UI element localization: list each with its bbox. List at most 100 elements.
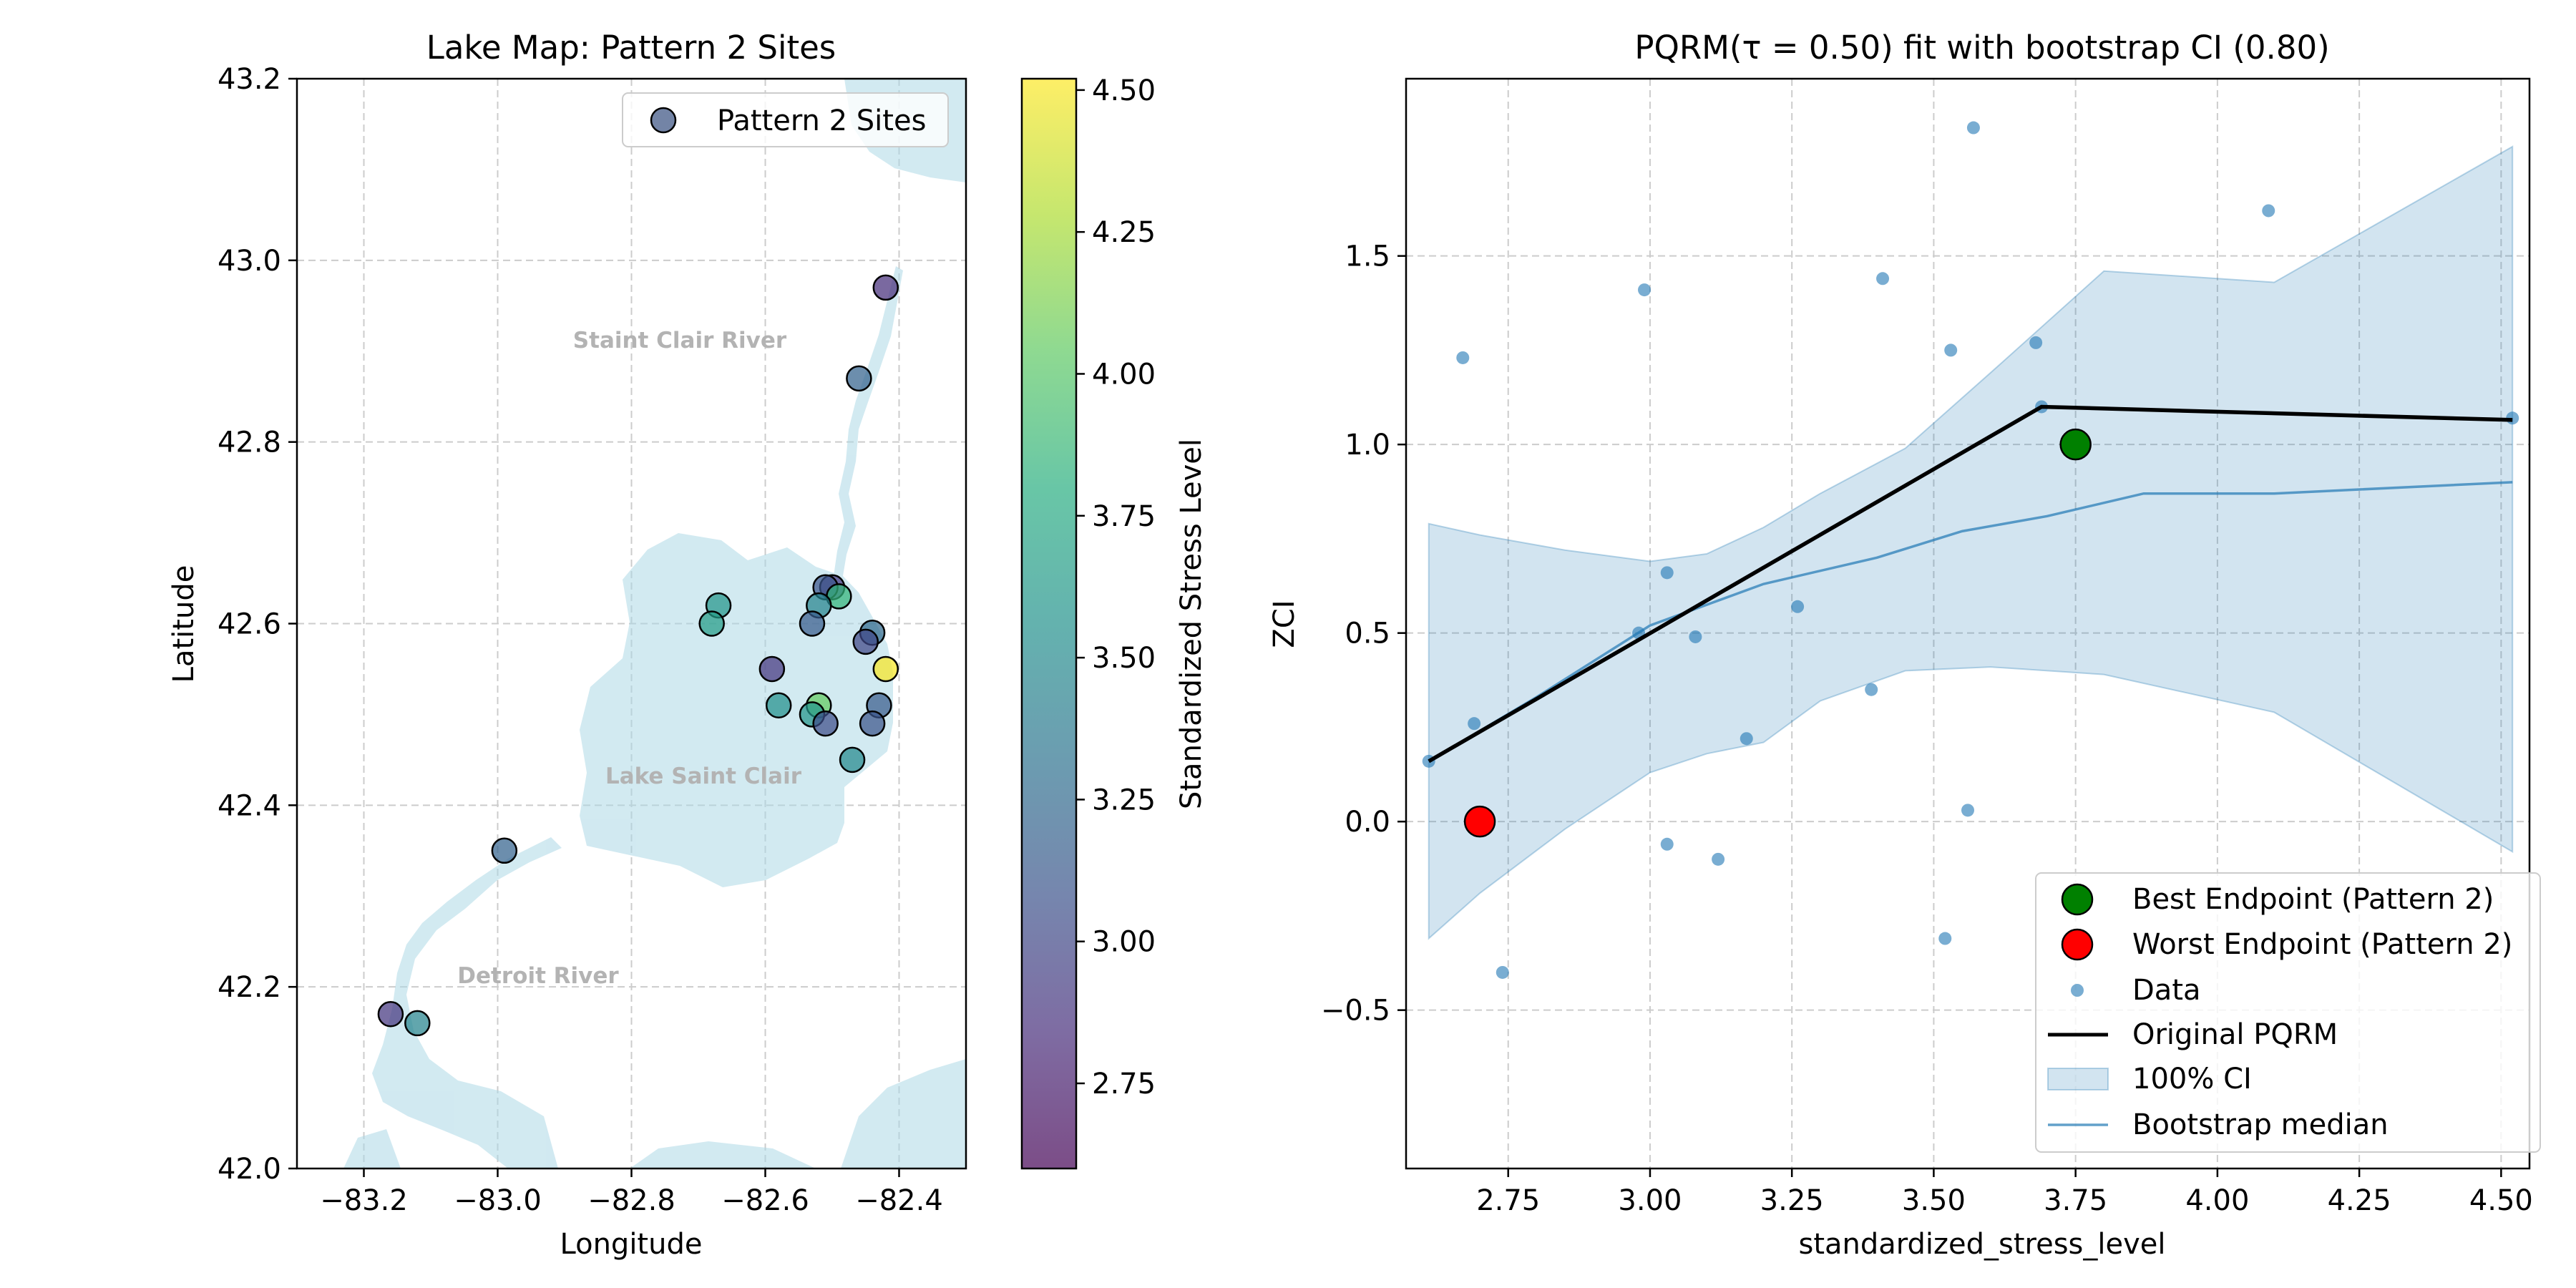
- legend-label-best: Best Endpoint (Pattern 2): [2132, 883, 2494, 916]
- fit-x-tick-label: 3.75: [2044, 1184, 2107, 1217]
- colorbar-ticks: 2.75 3.00 3.25 3.50 3.75 4.00 4.25 4.50: [1076, 74, 1156, 1101]
- site-point: [859, 710, 886, 737]
- site-point: [491, 837, 518, 864]
- site-point: [872, 655, 899, 683]
- map-y-tick-label: 42.0: [218, 1153, 281, 1186]
- map-x-tick-label: −83.0: [454, 1184, 542, 1217]
- colorbar-tick-label: 3.00: [1092, 926, 1156, 959]
- legend-label-data: Data: [2132, 974, 2201, 1007]
- fit-x-ticks: 2.75 3.00 3.25 3.50 3.75 4.00 4.25 4.50: [1476, 1169, 2533, 1217]
- colorbar-tick-label: 3.25: [1092, 784, 1156, 816]
- upper-river-channel: [834, 266, 903, 576]
- fit-title: PQRM(τ = 0.50) fit with bootstrap CI (0.…: [1634, 29, 2329, 67]
- colorbar-tick-label: 4.50: [1092, 74, 1156, 107]
- colorbar-frame: [1020, 77, 1078, 1170]
- fit-y-tick-label: 1.5: [1345, 240, 1390, 273]
- data-point: [1865, 683, 1878, 696]
- fit-x-axis-label: standardized_stress_level: [1798, 1228, 2165, 1261]
- fit-y-tick-label: 1.0: [1345, 429, 1390, 462]
- map-x-tick-label: −82.4: [855, 1184, 943, 1217]
- site-point: [404, 1010, 431, 1037]
- fit-x-tick-label: 4.50: [2469, 1184, 2533, 1217]
- map-legend-label: Pattern 2 Sites: [717, 104, 926, 137]
- fit-y-ticks: −0.5 0.0 0.5 1.0 1.5: [1321, 240, 1406, 1028]
- colorbar-label: Standardized Stress Level: [1175, 439, 1208, 809]
- fit-series: [1422, 121, 2519, 979]
- data-point: [1689, 630, 1702, 643]
- map-x-tick-label: −82.8: [587, 1184, 675, 1217]
- fit-x-tick-label: 3.00: [1618, 1184, 1682, 1217]
- fit-y-tick-label: −0.5: [1321, 995, 1390, 1028]
- data-point: [1638, 283, 1652, 297]
- map-y-tick-label: 42.6: [218, 608, 281, 641]
- fit-y-tick-label: 0.5: [1345, 618, 1390, 650]
- fit-x-tick-label: 4.25: [2328, 1184, 2391, 1217]
- colorbar-tick-label: 4.25: [1092, 216, 1156, 249]
- site-point: [377, 1000, 404, 1028]
- map-x-ticks: −83.2 −83.0 −82.8 −82.6 −82.4: [320, 1169, 943, 1217]
- map-title: Lake Map: Pattern 2 Sites: [426, 29, 836, 67]
- fit-x-tick-label: 3.25: [1760, 1184, 1824, 1217]
- map-y-tick-label: 43.0: [218, 245, 281, 278]
- map-y-ticks: 42.0 42.2 42.4 42.6 42.8 43.0 43.2: [218, 63, 297, 1186]
- map-y-axis-label: Latitude: [167, 565, 200, 683]
- map-annotation-detroit-river: Detroit River: [457, 963, 619, 989]
- fit-y-axis-label: ZCI: [1268, 600, 1301, 648]
- map-x-axis-label: Longitude: [560, 1228, 703, 1261]
- legend-marker-ci: [2047, 1068, 2109, 1091]
- legend-label-original-pqrm: Original PQRM: [2132, 1018, 2338, 1051]
- colorbar: 2.75 3.00 3.25 3.50 3.75 4.00 4.25 4.50 Standar…: [1020, 74, 1208, 1170]
- site-point: [758, 655, 786, 683]
- site-point: [765, 692, 792, 718]
- map-y-tick-label: 42.2: [218, 971, 281, 1004]
- data-point: [1456, 351, 1470, 364]
- site-point: [852, 628, 879, 655]
- bootstrap-median-line: [1428, 481, 2513, 763]
- fit-legend: Best Endpoint (Pattern 2) Worst Endpoint…: [2035, 872, 2541, 1153]
- legend-label-worst: Worst Endpoint (Pattern 2): [2132, 928, 2512, 961]
- data-point: [1961, 804, 1974, 817]
- map-annotation-lake-st-clair: Lake Saint Clair: [605, 763, 802, 789]
- data-point: [2262, 204, 2275, 218]
- fit-frame: [1405, 77, 2531, 1170]
- best-endpoint-point: [2059, 428, 2092, 461]
- legend-marker-worst: [2061, 928, 2094, 961]
- data-point: [1740, 732, 1753, 746]
- data-point: [1944, 343, 1958, 357]
- fit-legend-box: [2035, 872, 2541, 1153]
- original-pqrm-line: [1428, 404, 2513, 763]
- detroit-river-channel: [372, 837, 562, 1169]
- southeast-water-shape: [841, 1059, 966, 1169]
- site-point: [846, 365, 872, 392]
- map-y-tick-label: 42.8: [218, 426, 281, 459]
- site-point: [839, 746, 866, 774]
- data-point: [1938, 932, 1952, 945]
- data-point: [1712, 852, 1725, 866]
- colorbar-gradient: [1022, 79, 1076, 1169]
- data-point: [2029, 336, 2043, 349]
- map-site-points: [377, 274, 899, 1037]
- data-point: [1496, 965, 1509, 979]
- legend-label-bootstrap-median: Bootstrap median: [2132, 1108, 2389, 1141]
- colorbar-tick-label: 2.75: [1092, 1068, 1156, 1101]
- colorbar-tick-label: 3.50: [1092, 642, 1156, 675]
- fit-x-tick-label: 2.75: [1476, 1184, 1540, 1217]
- fit-x-tick-label: 3.50: [1902, 1184, 1966, 1217]
- map-legend: Pattern 2 Sites: [622, 92, 949, 147]
- map-x-tick-label: −83.2: [320, 1184, 408, 1217]
- map-panel: Lake Map: Pattern 2 Sites Staint Clair R…: [167, 29, 1208, 1261]
- data-point: [1660, 837, 1674, 851]
- legend-marker-data: [2071, 984, 2084, 997]
- colorbar-tick-label: 3.75: [1092, 500, 1156, 533]
- ci-band: [1428, 145, 2514, 940]
- fit-panel: PQRM(τ = 0.50) fit with bootstrap CI (0.…: [1268, 29, 2541, 1261]
- map-y-tick-label: 42.4: [218, 789, 281, 822]
- southwest-water-shape: [343, 1129, 401, 1169]
- data-point: [1791, 600, 1805, 613]
- map-annotation-st-clair-river: Staint Clair River: [573, 328, 787, 353]
- map-y-tick-label: 43.2: [218, 63, 281, 96]
- data-point: [1876, 272, 1890, 286]
- data-point: [1966, 121, 1980, 135]
- legend-label-ci: 100% CI: [2132, 1063, 2252, 1096]
